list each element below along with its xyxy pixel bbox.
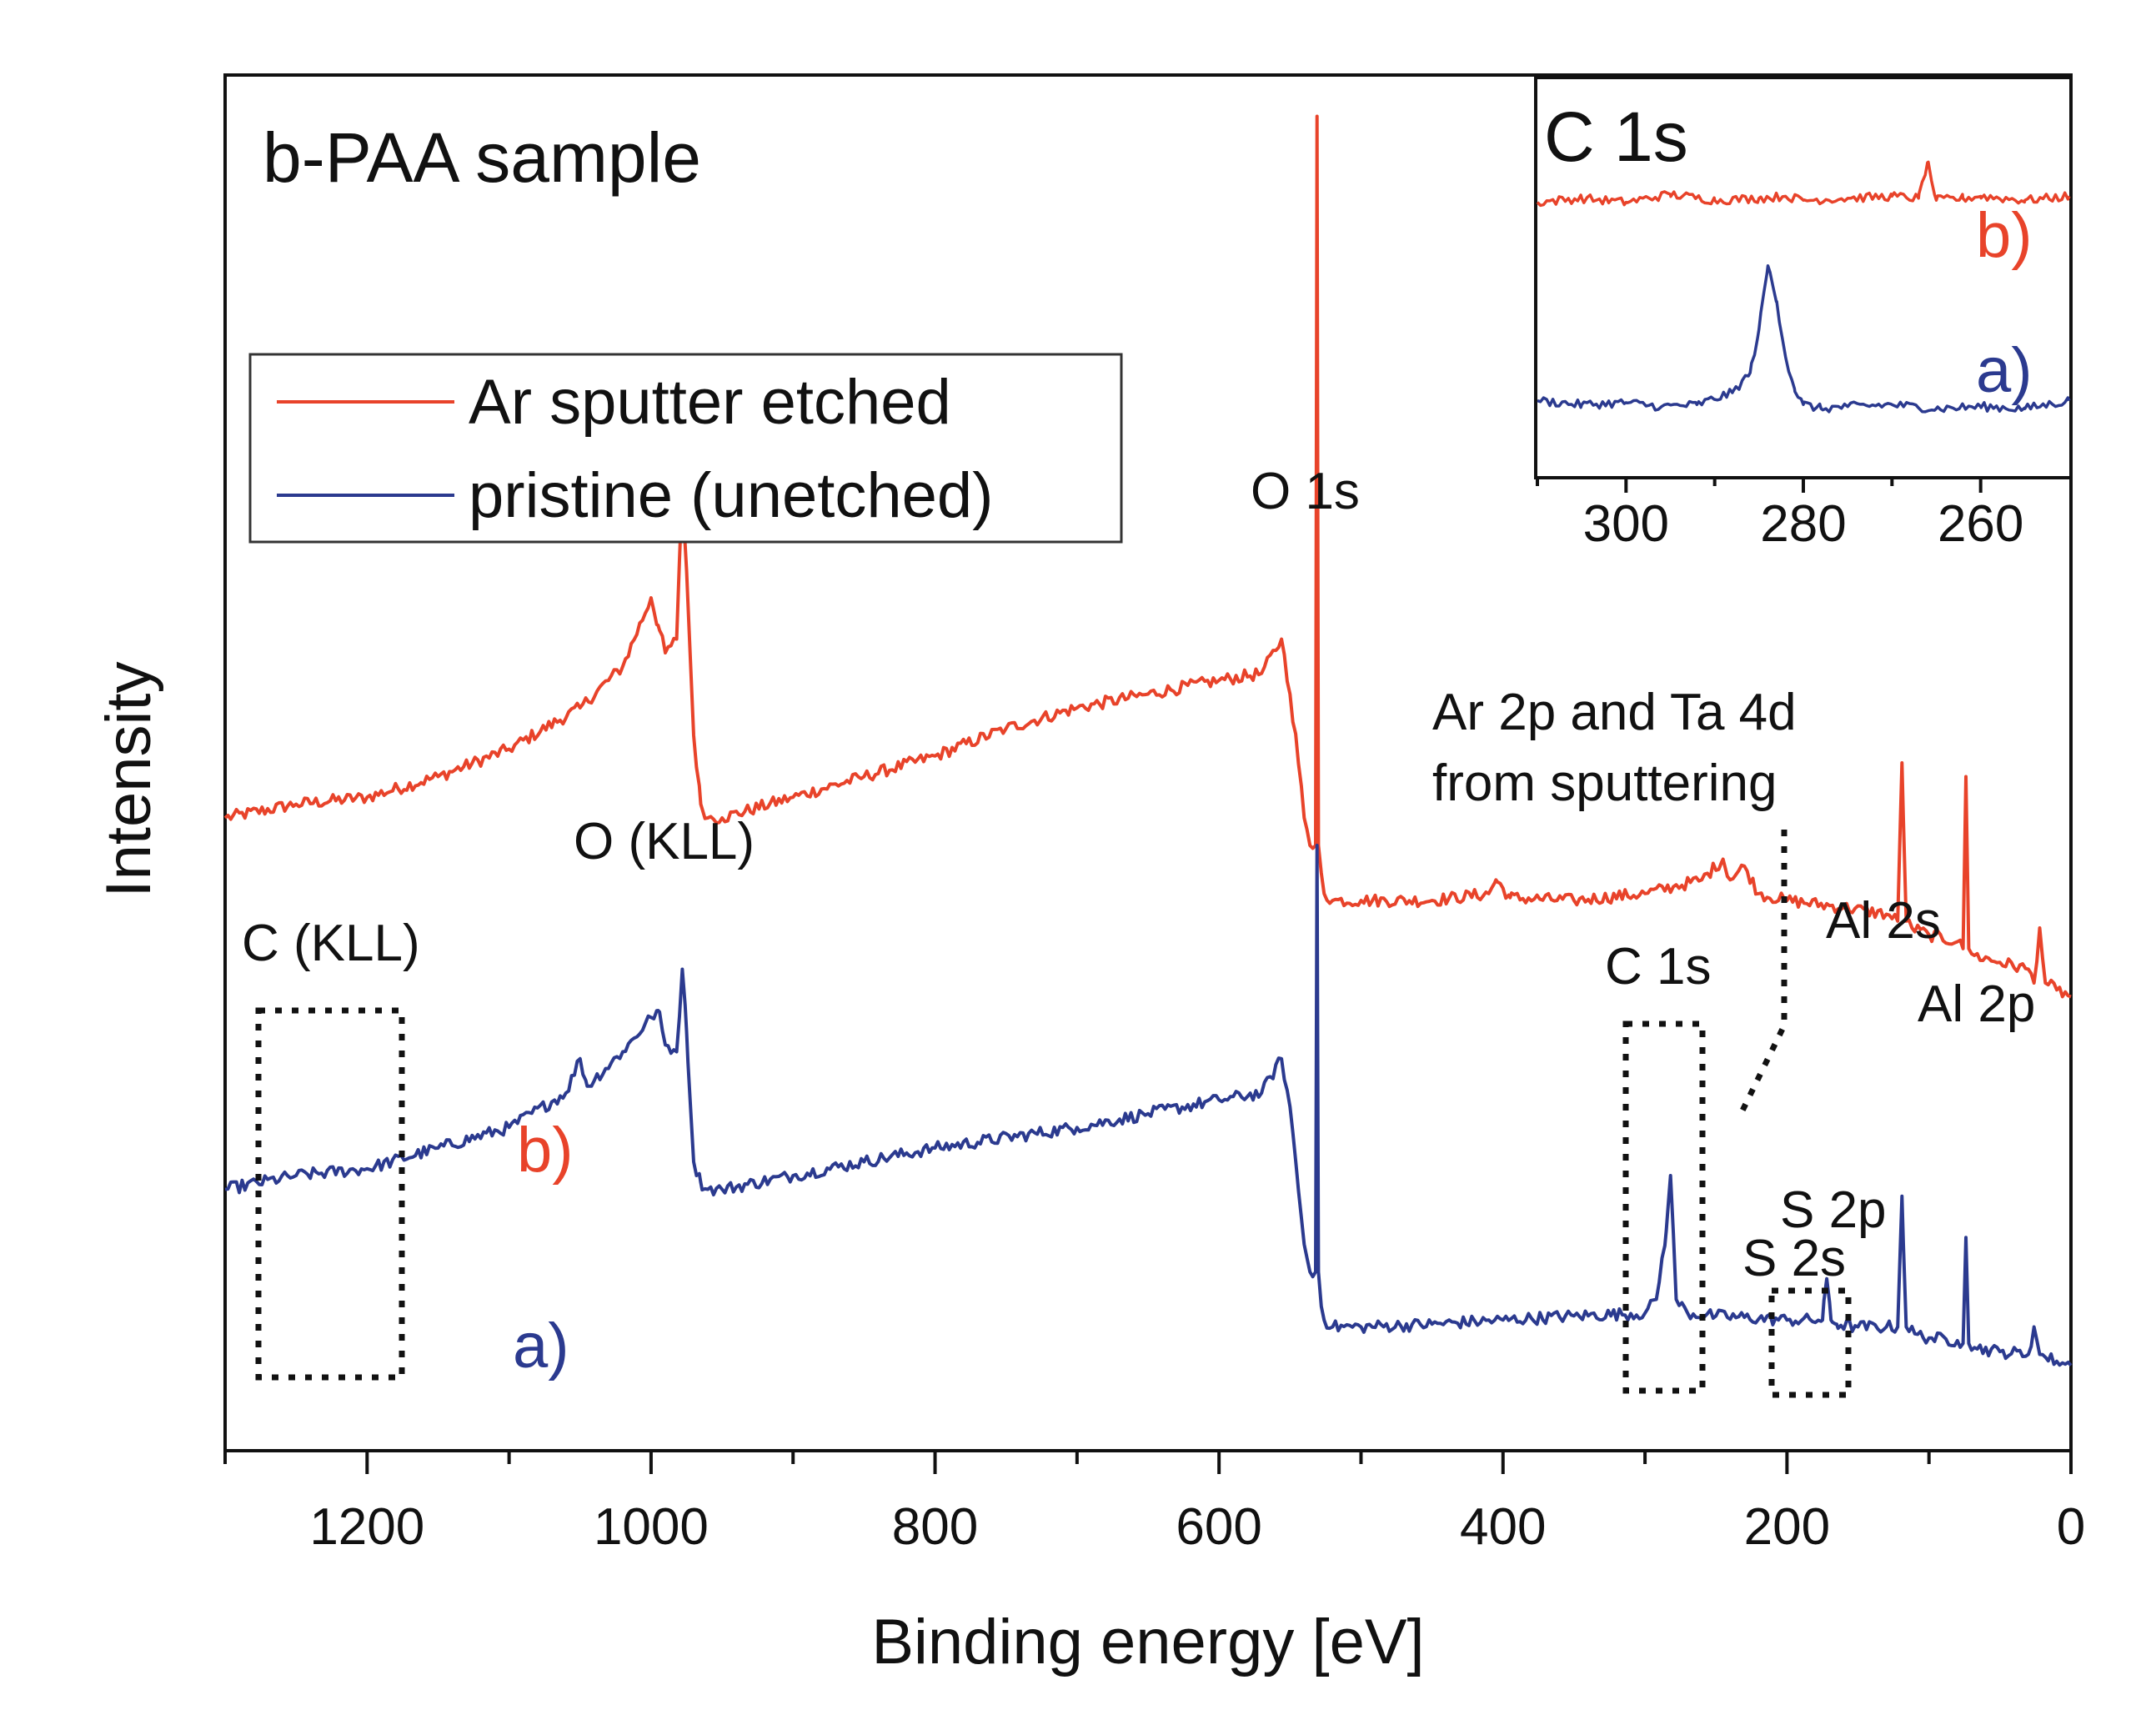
series-line-etched — [223, 114, 2072, 999]
x-tick-label: 260 — [1938, 495, 2023, 553]
inset-title: C 1s — [1544, 98, 1688, 176]
x-tick-label: 1200 — [309, 1498, 424, 1556]
series-line-etched — [1536, 160, 2071, 208]
region-box-s2s — [1768, 1287, 1852, 1398]
region-box-c1s — [1622, 1020, 1706, 1394]
annotation-o-kll: O (KLL) — [574, 813, 755, 870]
annotation-al2s: Al 2s — [1826, 892, 1941, 950]
x-tick-label: 0 — [2057, 1498, 2085, 1556]
legend-label-etched: Ar sputter etched — [469, 367, 951, 438]
annotation-ar2p-line1: Ar 2p and Ta 4d — [1432, 684, 1797, 741]
x-tick-label: 300 — [1583, 495, 1669, 553]
annotation-o1s: O 1s — [1251, 463, 1360, 520]
inset-series-tag-a: a) — [1976, 335, 2033, 406]
x-tick-label: 200 — [1744, 1498, 1830, 1556]
series-line-pristine — [1537, 263, 2071, 414]
annotation-s2s: S 2s — [1742, 1230, 1846, 1287]
x-tick-label: 800 — [892, 1498, 978, 1556]
x-tick-label: 280 — [1760, 495, 1846, 553]
annotation-ar2p-line2: from sputtering — [1432, 755, 1777, 812]
annotation-al2p: Al 2p — [1918, 975, 2035, 1033]
annotation-s2p: S 2p — [1780, 1181, 1887, 1239]
inset-series-layer — [1536, 160, 2071, 414]
legend-label-pristine: pristine (unetched) — [469, 460, 993, 531]
legend: Ar sputter etched pristine (unetched) — [248, 353, 1123, 544]
inset-frame — [1534, 76, 2073, 479]
x-tick-label: 1000 — [594, 1498, 709, 1556]
inset-x-axis-ticks — [1536, 476, 1983, 493]
series-line-pristine — [224, 844, 2073, 1367]
x-axis-tick-labels: 1200 1000 800 600 400 200 0 — [309, 1498, 2085, 1556]
y-axis-title: Intensity — [93, 661, 164, 897]
annotation-c-kll: C (KLL) — [242, 915, 420, 972]
series-tag-b: b) — [517, 1115, 574, 1186]
legend-box — [248, 353, 1123, 544]
plot-frame — [223, 73, 2073, 1452]
region-box-c-kll — [255, 1007, 405, 1381]
inset-x-axis-tick-labels: 300 280 260 — [1583, 495, 2024, 553]
x-axis-ticks — [223, 1451, 2073, 1474]
series-tag-a: a) — [513, 1311, 569, 1382]
inset-series-tag-b: b) — [1976, 200, 2033, 271]
annotation-c1s: C 1s — [1605, 938, 1711, 995]
chart-title: b-PAA sample — [263, 118, 701, 197]
x-tick-label: 400 — [1460, 1498, 1546, 1556]
x-axis-title: Binding energy [eV] — [871, 1607, 1424, 1677]
x-tick-label: 600 — [1176, 1498, 1261, 1556]
